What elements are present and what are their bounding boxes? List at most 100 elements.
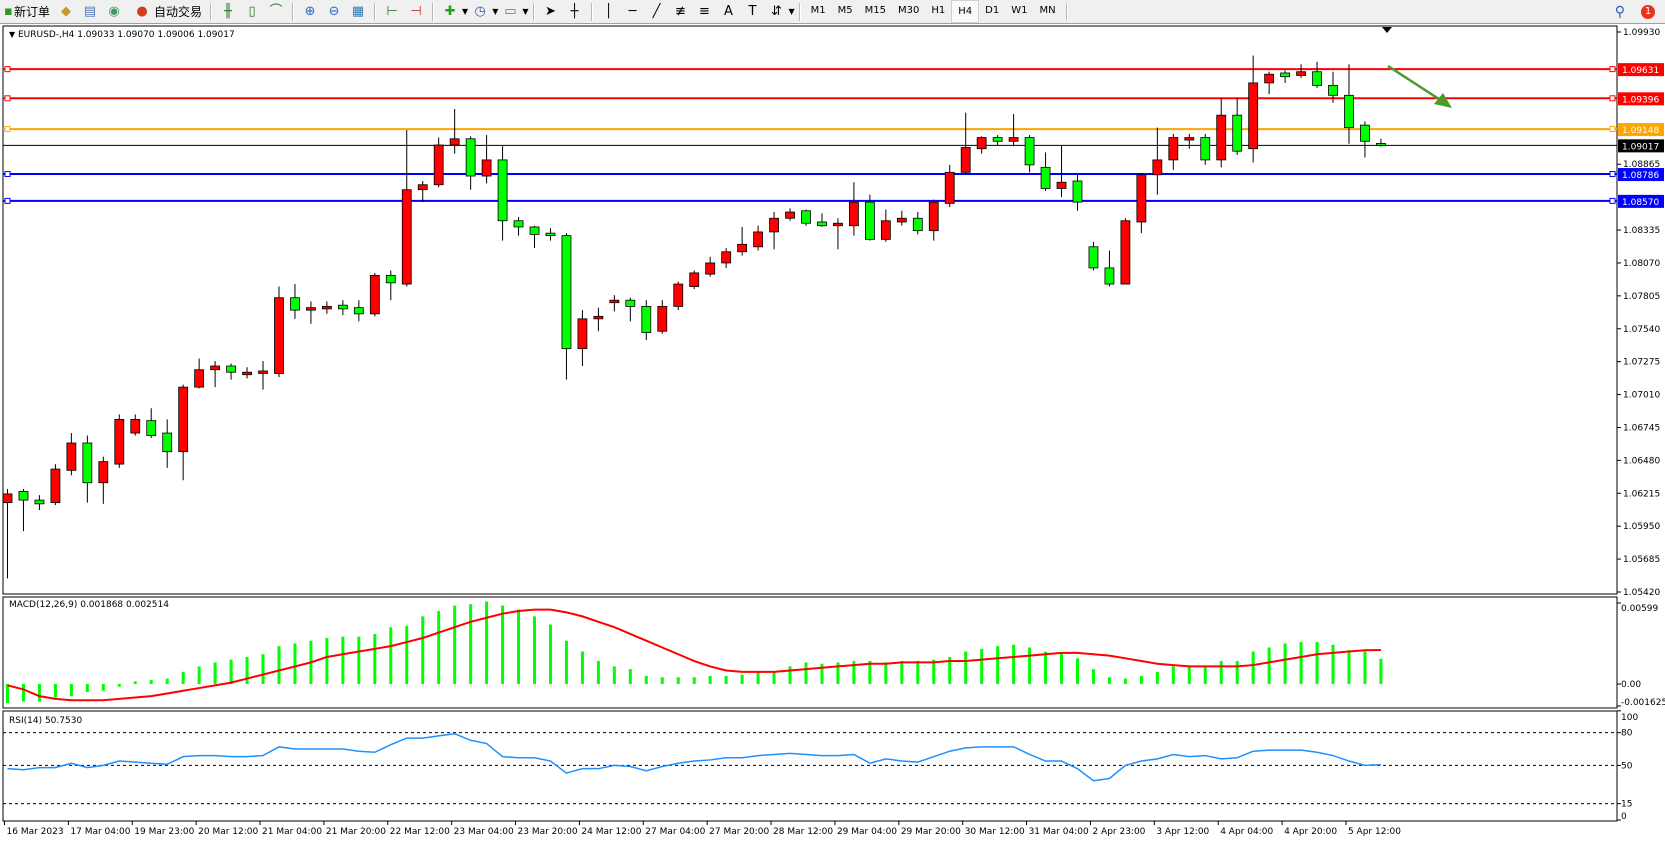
price-tag xyxy=(1618,168,1664,182)
price-tag xyxy=(1618,194,1664,208)
time-tick-label: 20 Mar 12:00 xyxy=(198,827,258,837)
candle-body xyxy=(1120,220,1131,285)
candle-body xyxy=(321,306,332,310)
line-handle[interactable] xyxy=(1609,171,1616,178)
timeframe-m30[interactable]: M30 xyxy=(898,5,920,16)
zoom-in-icon[interactable]: ⊕ xyxy=(304,3,316,19)
dropdown-arrow-icon[interactable]: ▼ xyxy=(492,7,499,16)
crosshair-icon[interactable]: ┼ xyxy=(570,3,579,19)
candle-body xyxy=(912,217,923,232)
price-tag-label: 1.09148 xyxy=(1622,126,1659,136)
line-handle[interactable] xyxy=(1609,95,1616,102)
fibonacci-icon[interactable]: ≢ xyxy=(675,3,686,19)
timeframe-mn[interactable]: MN xyxy=(1039,5,1056,16)
line-handle[interactable] xyxy=(4,95,11,102)
market-watch-icon[interactable]: ◆ xyxy=(61,3,72,19)
rsi-tick-label: 100 xyxy=(1621,713,1638,723)
candle-body xyxy=(992,137,1003,142)
line-handle[interactable] xyxy=(4,66,11,73)
timeframe-m5[interactable]: M5 xyxy=(837,5,853,16)
new-order-button[interactable]: ▪ 新订单 xyxy=(0,1,54,22)
line-handle[interactable] xyxy=(1609,197,1616,204)
rsi-tick-label: 15 xyxy=(1621,800,1632,810)
candle-body xyxy=(1280,72,1290,78)
timeframe-w1[interactable]: W1 xyxy=(1011,5,1028,16)
search-icon[interactable]: ⚲ xyxy=(1614,3,1625,20)
candle-body xyxy=(785,211,795,219)
chart-shift-marker-icon[interactable] xyxy=(1382,27,1392,33)
auto-trading-button[interactable]: ● 自动交易 xyxy=(126,1,206,22)
candle xyxy=(50,464,61,506)
timeframe-bar: M1 M5 M15 M30 H1 H4 D1 W1 MN xyxy=(805,0,1062,23)
candle-body xyxy=(753,231,763,248)
fibo-fan-icon[interactable]: ≡ xyxy=(699,3,710,19)
candle xyxy=(753,225,763,251)
dropdown-arrow-icon[interactable]: ▼ xyxy=(522,7,529,16)
trendline-icon[interactable]: ╱ xyxy=(652,3,661,19)
timeframe-h4[interactable]: H4 xyxy=(951,0,980,23)
toolbar: ▪ 新订单 ◆ ▤ ◉ ● 自动交易 ╫ ▯ ⌒ ⊕ ⊖ ▦ ⊢ ⊣ ✚ ▼ ◷ ▼… xyxy=(0,0,1665,24)
timeframe-d1[interactable]: D1 xyxy=(985,5,1000,16)
line-handle[interactable] xyxy=(1609,66,1616,73)
candle xyxy=(960,112,971,174)
candle-body xyxy=(896,217,907,223)
timeframe-m15[interactable]: M15 xyxy=(864,5,887,16)
candle-body xyxy=(849,201,859,227)
candlestick-icon[interactable]: ▯ xyxy=(248,3,256,19)
timeframe-m1[interactable]: M1 xyxy=(810,5,826,16)
autoscroll-icon[interactable]: ⊣ xyxy=(410,3,422,19)
candle-body xyxy=(1008,137,1019,142)
time-tick-label: 23 Mar 20:00 xyxy=(518,827,578,837)
zoom-out-icon[interactable]: ⊖ xyxy=(328,3,340,19)
chart-shift-icon[interactable]: ⊢ xyxy=(386,3,398,19)
dropdown-arrow-icon[interactable]: ▼ xyxy=(788,7,795,16)
line-chart-icon[interactable]: ⌒ xyxy=(269,3,283,19)
candle-body xyxy=(385,274,396,284)
templates-icon[interactable]: ▭ xyxy=(504,3,517,19)
indicators-icon[interactable]: ✚ xyxy=(444,3,456,19)
price-tag xyxy=(1618,92,1664,106)
navigator-icon[interactable]: ◉ xyxy=(108,3,120,19)
horizontal-line-icon[interactable]: ─ xyxy=(628,3,637,19)
arrows-icon[interactable]: ⇵ xyxy=(771,3,782,19)
collapse-triangle-icon[interactable]: ▼ xyxy=(9,30,16,39)
price-tick-label: 1.09930 xyxy=(1623,28,1660,38)
candle xyxy=(290,284,300,319)
new-order-label: 新订单 xyxy=(14,5,51,19)
candle-body xyxy=(258,370,268,374)
trend-arrow-shaft[interactable] xyxy=(1387,64,1443,103)
candle xyxy=(1024,135,1035,173)
price-tick-label: 1.06215 xyxy=(1623,489,1660,499)
trend-arrow-head-icon[interactable] xyxy=(1434,93,1452,108)
notification-badge[interactable]: 1 xyxy=(1641,4,1655,19)
price-tick-label: 1.08070 xyxy=(1623,259,1660,269)
candle xyxy=(401,130,412,287)
candle xyxy=(146,408,157,439)
bar-chart-icon[interactable]: ╫ xyxy=(224,3,232,19)
candle xyxy=(1040,152,1051,191)
line-handle[interactable] xyxy=(4,197,11,204)
periods-icon[interactable]: ◷ xyxy=(474,3,486,19)
data-window-icon[interactable]: ▤ xyxy=(83,3,97,19)
tile-windows-icon[interactable]: ▦ xyxy=(351,3,365,19)
candle-body xyxy=(417,184,428,191)
timeframe-h1[interactable]: H1 xyxy=(931,5,946,16)
candle xyxy=(1216,97,1227,168)
candle-body xyxy=(162,432,173,453)
vertical-line-icon[interactable]: │ xyxy=(604,3,613,19)
line-handle[interactable] xyxy=(4,126,11,133)
candle xyxy=(497,146,508,241)
candle-body xyxy=(82,442,93,484)
text-icon[interactable]: A xyxy=(724,3,733,19)
rsi-tick-label: 0 xyxy=(1621,812,1627,822)
cursor-icon[interactable]: ➤ xyxy=(545,3,556,19)
new-order-icon: ▪ xyxy=(4,3,13,19)
text-label-icon[interactable]: T xyxy=(748,3,757,19)
candle-body xyxy=(2,493,13,503)
time-tick-label: 3 Apr 12:00 xyxy=(1156,827,1209,837)
dropdown-arrow-icon[interactable]: ▼ xyxy=(462,7,469,16)
line-handle[interactable] xyxy=(4,171,11,178)
line-handle[interactable] xyxy=(1609,126,1616,133)
candle-body xyxy=(114,419,125,465)
